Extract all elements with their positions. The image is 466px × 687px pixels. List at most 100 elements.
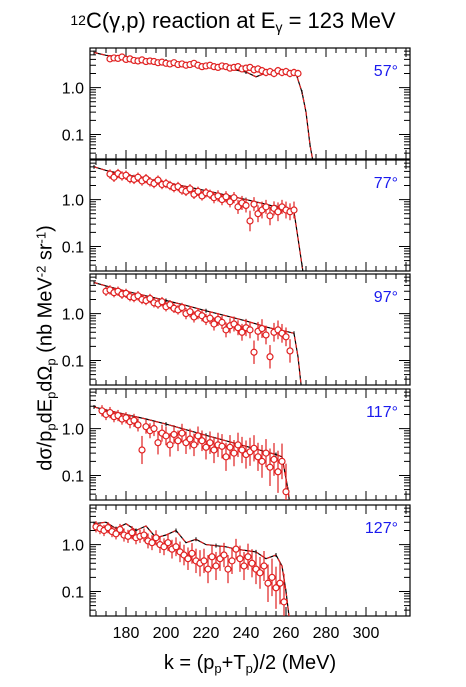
data-point (218, 442, 226, 450)
panel-frame (89, 388, 411, 501)
data-point (274, 468, 282, 476)
x-tick-label: 260 (273, 625, 300, 642)
data-point (194, 432, 202, 440)
data-point (208, 553, 216, 561)
data-point (198, 437, 206, 445)
data-point (272, 584, 280, 592)
data-point (262, 331, 270, 339)
data-point (242, 201, 250, 210)
x-tick-label: 200 (153, 625, 180, 642)
data-point (186, 308, 194, 316)
data-point (236, 555, 244, 563)
data-point (178, 303, 186, 312)
data-point (184, 555, 192, 563)
data-point (282, 333, 290, 341)
data-point (268, 573, 276, 581)
data-point (266, 353, 274, 361)
data-point (238, 328, 246, 336)
data-point (240, 562, 248, 570)
data-point (248, 559, 256, 567)
data-point (146, 294, 154, 303)
data-point (212, 562, 220, 570)
theory-curve (93, 281, 302, 385)
y-tick-label: 0.1 (62, 468, 84, 485)
data-point (266, 212, 274, 220)
data-point (158, 298, 166, 306)
data-point (244, 553, 252, 561)
y-tick-label: 0.1 (62, 127, 84, 144)
data-point (140, 531, 148, 539)
chart-title: 12C(γ,p) reaction at Eγ = 123 MeV (70, 8, 396, 35)
data-point (222, 193, 230, 201)
data-point (116, 525, 124, 534)
data-point (258, 457, 266, 465)
angle-label: 117° (366, 404, 398, 421)
data-point (260, 562, 268, 570)
data-point (246, 217, 254, 225)
data-point (222, 453, 230, 461)
panel-frame (89, 159, 411, 272)
y-tick-label: 1.0 (62, 538, 84, 555)
data-point (218, 318, 226, 326)
data-point (264, 579, 272, 587)
data-point (194, 187, 202, 195)
data-point (278, 457, 286, 465)
x-tick-label: 240 (233, 625, 260, 642)
x-tick-label: 280 (313, 625, 340, 642)
data-point (186, 185, 194, 193)
data-point (286, 347, 294, 355)
data-point (234, 441, 242, 449)
theory-curve-dashed (93, 521, 290, 616)
panel-frame (89, 273, 411, 386)
y-tick-label: 0.1 (62, 584, 84, 601)
data-point (238, 446, 246, 454)
data-point (150, 425, 158, 433)
angle-label: 57° (374, 63, 398, 80)
data-point (130, 416, 138, 424)
data-point (274, 208, 282, 216)
data-point (204, 565, 212, 573)
data-point (224, 565, 232, 573)
data-point (174, 437, 182, 445)
data-point (266, 463, 274, 471)
data-point (148, 539, 156, 547)
panel-frame (89, 504, 411, 617)
data-point (138, 446, 146, 454)
data-point (152, 534, 160, 542)
data-point (254, 453, 262, 461)
data-point (188, 549, 196, 557)
data-point (276, 579, 284, 587)
x-tick-label: 300 (353, 625, 380, 642)
data-point (250, 200, 258, 208)
data-point (226, 443, 234, 451)
data-point (270, 455, 278, 464)
data-point (162, 432, 170, 440)
data-point (164, 539, 172, 547)
data-point (250, 444, 258, 452)
data-point (206, 314, 214, 322)
y-tick-label: 1.0 (62, 193, 84, 210)
data-point (220, 551, 228, 559)
data-point (210, 320, 218, 328)
data-point (280, 598, 288, 606)
data-point (294, 69, 302, 78)
y-tick-label: 1.0 (62, 307, 84, 324)
data-point (134, 421, 142, 429)
theory-curve-dashed (93, 406, 290, 500)
data-point (258, 324, 266, 333)
data-point (262, 449, 270, 457)
data-point (154, 439, 162, 447)
data-point (290, 206, 298, 214)
data-point (154, 176, 162, 184)
panel-frame (89, 47, 411, 160)
x-tick-label: 220 (193, 625, 220, 642)
data-point (186, 435, 194, 443)
data-point (200, 557, 208, 565)
y-tick-label: 0.1 (62, 353, 84, 370)
data-point (178, 429, 186, 437)
y-tick-label: 1.0 (62, 422, 84, 439)
angle-label: 97° (374, 289, 398, 306)
data-point (262, 203, 270, 211)
